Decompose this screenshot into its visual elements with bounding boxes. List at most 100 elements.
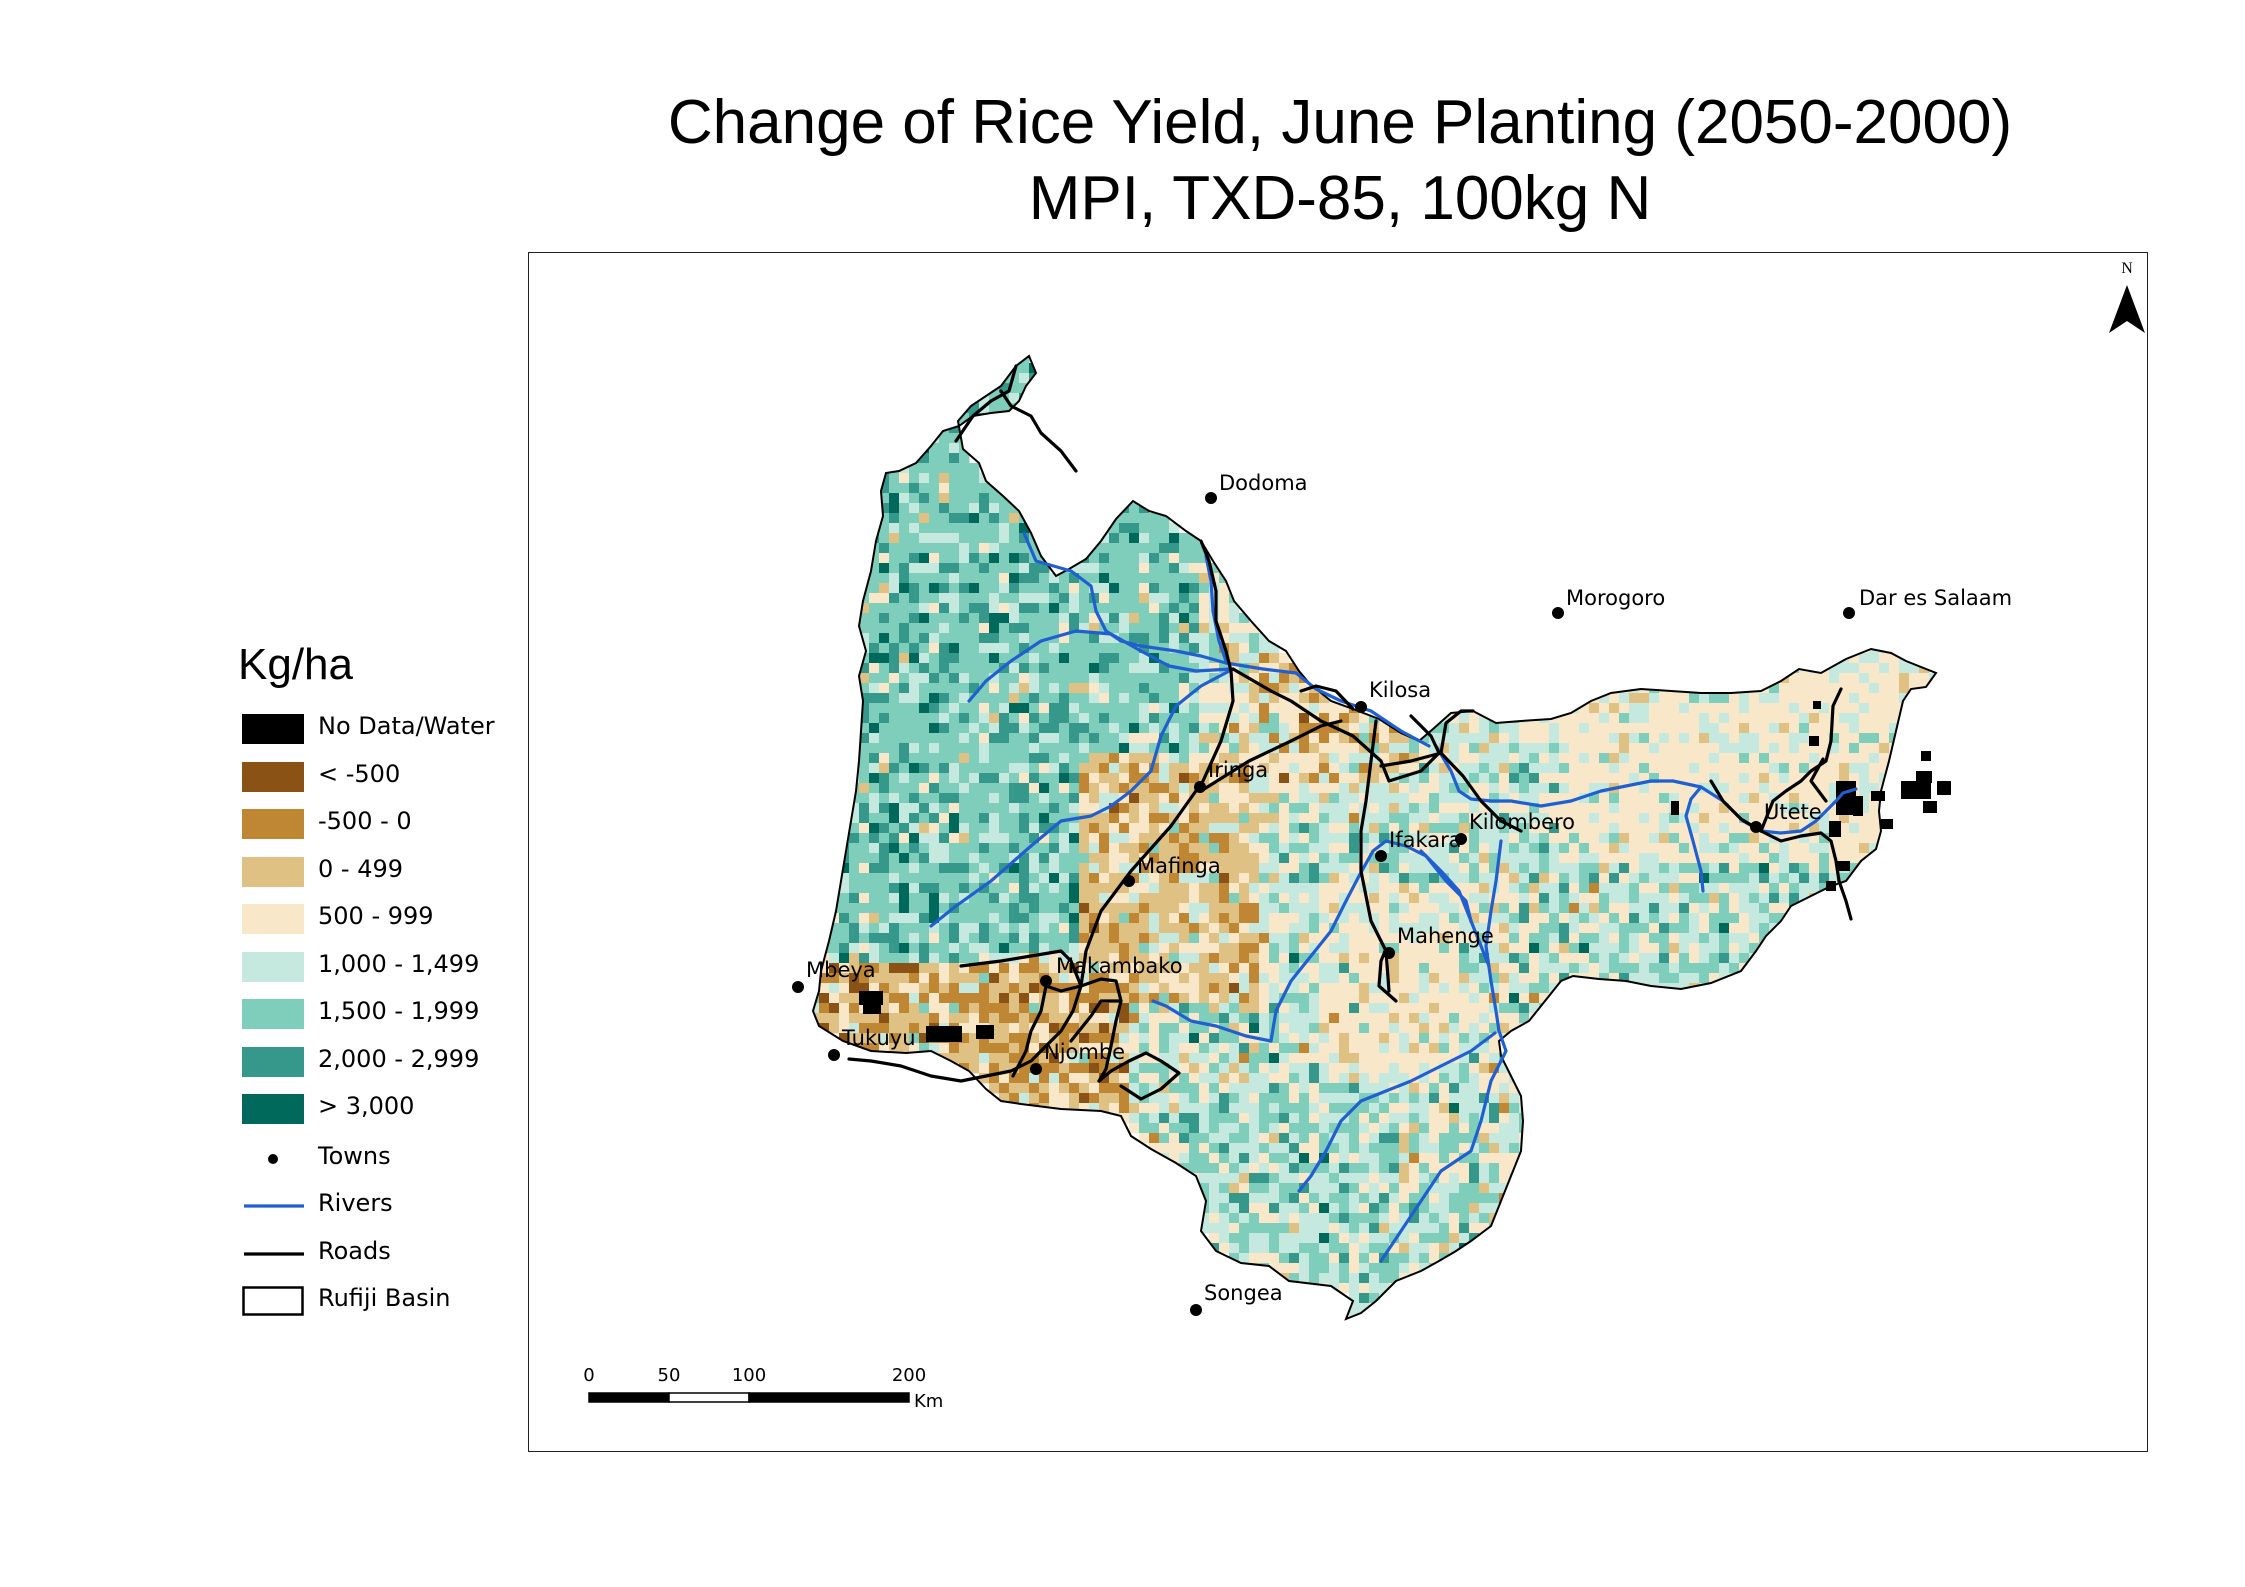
town-label: Mahenge [1397,924,1494,948]
legend-label: Rivers [318,1189,393,1217]
town-dot-icon [1383,947,1395,959]
town-iringa[interactable]: Iringa [1194,758,1268,793]
legend-label: Rufiji Basin [318,1284,451,1312]
road-line [1439,709,1475,755]
road-line [1759,829,1841,883]
road-line [999,389,1078,473]
scale-bar-segment [668,1392,750,1403]
scale-bar-unit: Km [914,1391,943,1412]
town-dot-icon [828,1049,840,1061]
legend-title: Kg/ha [238,640,353,689]
legend-label: Roads [318,1236,391,1265]
road-line [1011,984,1048,1078]
map-title-line-2: MPI, TXD-85, 100kg N [1028,164,1652,233]
town-label: Dar es Salaam [1859,586,2012,610]
town-dodoma[interactable]: Dodoma [1205,471,1308,504]
town-label: Makambako [1056,954,1183,978]
legend-swatch [242,1094,304,1124]
road-line [1199,719,1343,793]
town-kilombero[interactable]: Kilombero [1455,810,1575,845]
legend-swatch [242,951,304,982]
town-mahenge[interactable]: Mahenge [1383,924,1494,959]
scale-bar-tick-label: 200 [892,1365,926,1386]
legend-item-rivers: Rivers [238,1185,538,1233]
town-dar-es-salaam[interactable]: Dar es Salaam [1843,586,2012,619]
town-dot-icon [1040,975,1052,987]
legend-label: 1,000 - 1,499 [318,949,480,978]
north-arrow-icon [2109,285,2145,333]
legend-swatch [242,1046,304,1077]
legend-label: < -500 [318,759,401,788]
town-label: Mafinga [1137,854,1221,878]
legend-label: No Data/Water [318,712,495,740]
legend-swatch [242,856,304,887]
legend-label: 0 - 499 [318,854,403,883]
scale-bar-tick-label: 100 [732,1365,766,1386]
town-label: Mbeya [806,958,876,982]
town-label: Iringa [1208,758,1268,782]
legend-label: -500 - 0 [318,807,412,835]
town-makambako[interactable]: Makambako [1040,954,1183,987]
town-dot-icon [268,1153,278,1164]
legend-class-list: No Data/Water < -500 -500 - 0 0 - 499 500 - … [238,708,538,1136]
legend-item-rufiji-basin: Rufiji Basin [238,1280,538,1328]
legend-item-towns: Towns [238,1138,538,1186]
north-arrow-label: N [2121,260,2133,277]
road-line [1231,667,1441,783]
town-label: Morogoro [1566,586,1665,610]
river-line [1204,554,1228,663]
legend-item-0-499: 0 - 499 [238,851,538,899]
scale-bar-segment [748,1392,910,1403]
north-arrow: N [2109,260,2145,333]
roads-layer [847,364,1853,1101]
legend-symbol-list: Towns Rivers Roads Rufiji Basin [238,1138,538,1328]
river-line [929,667,1235,928]
town-dot-icon [1750,821,1762,833]
town-mbeya[interactable]: Mbeya [792,958,876,993]
town-ifakara[interactable]: Ifakara [1375,828,1462,862]
town-kilosa[interactable]: Kilosa [1355,678,1431,713]
town-dot-icon [1843,607,1855,619]
road-line [1759,687,1843,833]
legend-swatch [242,999,304,1029]
town-label: Tukuyu [841,1026,916,1050]
road-line [1069,999,1123,1043]
road-line [1379,751,1443,768]
legend-label: > 3,000 [318,1092,415,1120]
polygon-symbol-icon [242,1286,304,1316]
river-line [967,629,1233,703]
road-line [1044,977,1123,1083]
scale-bar-tick-label: 0 [583,1365,594,1386]
map-canvas[interactable]: Dodoma Morogoro Dar es Salaam Kilosa Iringa K… [529,253,2148,1452]
river-line [1434,744,1858,835]
town-dot-icon [1355,701,1367,713]
legend-label: Towns [318,1141,391,1170]
rufiji-basin-outline [811,354,1938,1321]
town-dot-icon [1190,1304,1202,1316]
town-songea[interactable]: Songea [1190,1281,1283,1316]
town-label: Ifakara [1389,828,1462,852]
river-line [1419,849,1491,968]
town-label: Kilosa [1369,678,1431,702]
road-line [954,364,1018,443]
road-line [1837,879,1853,921]
road-line [1079,539,1235,988]
line-symbol-icon [244,1204,304,1208]
town-tukuyu[interactable]: Tukuyu [828,1026,916,1061]
town-mafinga[interactable]: Mafinga [1123,854,1221,887]
town-utete[interactable]: Utete [1750,800,1822,833]
towns-layer: Dodoma Morogoro Dar es Salaam Kilosa Iringa K… [792,471,2012,1316]
road-line [1439,751,1523,833]
town-dot-icon [1123,875,1135,887]
town-dot-icon [1030,1063,1042,1075]
town-dot-icon [1552,607,1564,619]
legend-item-1-000-1-499: 1,000 - 1,499 [238,946,538,994]
river-line [1297,1031,1497,1193]
town-njombe[interactable]: Njombe [1030,1040,1125,1075]
town-dot-icon [792,981,804,993]
legend-swatch [242,761,304,792]
scale-bar-segment [588,1392,670,1403]
town-morogoro[interactable]: Morogoro [1552,586,1665,619]
map-title-line-1: Change of Rice Yield, June Planting (205… [667,88,2013,157]
road-line [1359,719,1391,993]
